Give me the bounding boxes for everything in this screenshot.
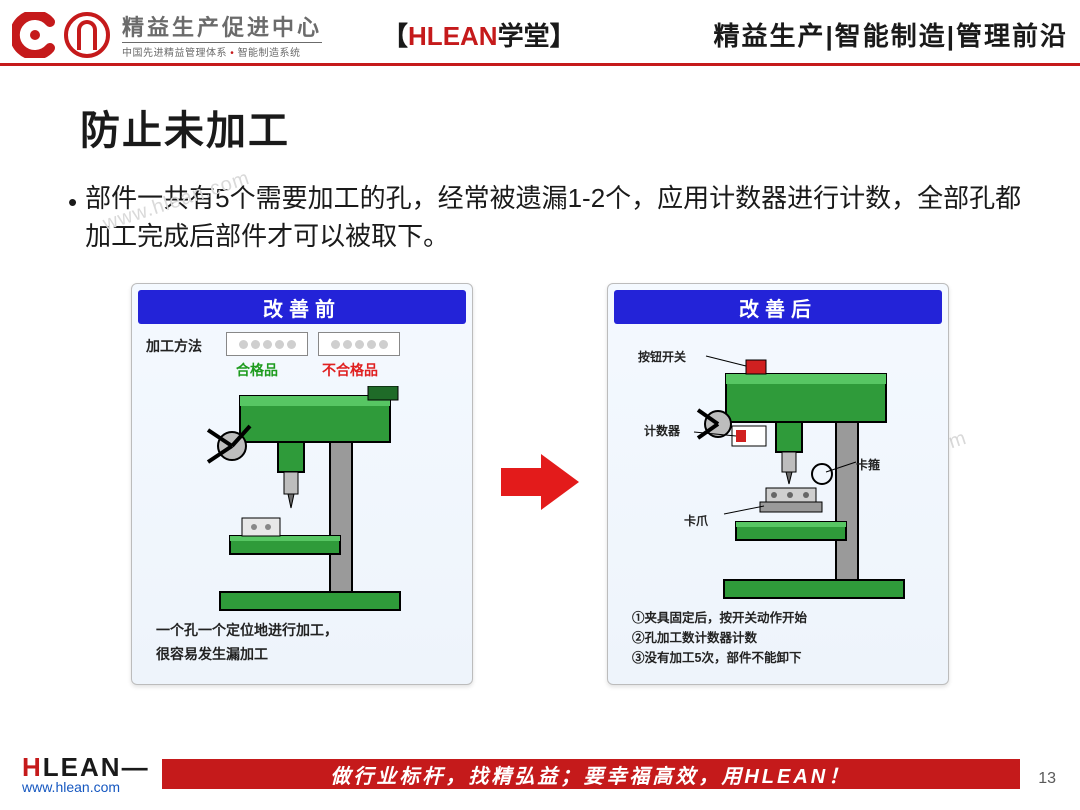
counter-box-ng <box>318 332 400 356</box>
header: 精益生产促进中心 中国先进精益管理体系 • 智能制造系统 【HLEAN学堂】 精… <box>0 0 1080 66</box>
annot-chuck: 卡箍 <box>856 456 880 473</box>
logo-subtitle: 中国先进精益管理体系 • 智能制造系统 <box>122 42 322 59</box>
panel-after-caption: ①夹具固定后，按开关动作开始 ②孔加工数计数器计数 ③没有加工5次，部件不能卸下 <box>632 608 807 668</box>
footer: HLEAN— www.hlean.com 做行业标杆，找精弘益；要幸福高效，用H… <box>0 752 1080 796</box>
bullet: • 部件一共有5个需要加工的孔，经常被遗漏1-2个，应用计数器进行计数，全部孔都… <box>68 180 1024 255</box>
figure-row: 改善前 加工方法 合格品 不合格品 <box>56 283 1024 685</box>
bullet-text: 部件一共有5个需要加工的孔，经常被遗漏1-2个，应用计数器进行计数，全部孔都加工… <box>85 180 1024 255</box>
page-number: 13 <box>1038 770 1056 788</box>
footer-url: www.hlean.com <box>22 780 150 794</box>
logo-mark-c <box>12 12 58 58</box>
page-title: 防止未加工 <box>80 98 1024 156</box>
counter-box-ok <box>226 332 308 356</box>
panel-after-header: 改善后 <box>614 290 942 324</box>
annot-counter: 计数器 <box>644 422 680 439</box>
panel-before: 改善前 加工方法 合格品 不合格品 <box>131 283 473 685</box>
label-pass: 合格品 <box>236 360 278 380</box>
panel-after: 改善后 <box>607 283 949 685</box>
bullet-dot: • <box>68 184 77 255</box>
drill-press-after <box>676 354 936 604</box>
panel-before-header: 改善前 <box>138 290 466 324</box>
drill-press-before <box>180 386 430 616</box>
annot-jaw: 卡爪 <box>684 512 708 529</box>
method-label: 加工方法 <box>146 336 202 356</box>
header-right: 精益生产|智能制造|管理前沿 <box>713 16 1068 53</box>
logo: 精益生产促进中心 中国先进精益管理体系 • 智能制造系统 <box>12 10 322 59</box>
label-fail: 不合格品 <box>322 360 378 380</box>
header-center: 【HLEAN学堂】 <box>382 16 576 53</box>
main: 防止未加工 • 部件一共有5个需要加工的孔，经常被遗漏1-2个，应用计数器进行计… <box>0 66 1080 685</box>
footer-logo: HLEAN— www.hlean.com <box>22 754 150 794</box>
logo-mark-circle <box>64 12 110 58</box>
annot-switch: 按钮开关 <box>638 348 686 365</box>
panel-before-caption: 一个孔一个定位地进行加工， 很容易发生漏加工 <box>156 619 338 667</box>
logo-title: 精益生产促进中心 <box>122 10 322 42</box>
arrow-icon <box>501 454 579 515</box>
footer-slogan: 做行业标杆，找精弘益；要幸福高效，用HLEAN！ <box>162 759 1020 789</box>
